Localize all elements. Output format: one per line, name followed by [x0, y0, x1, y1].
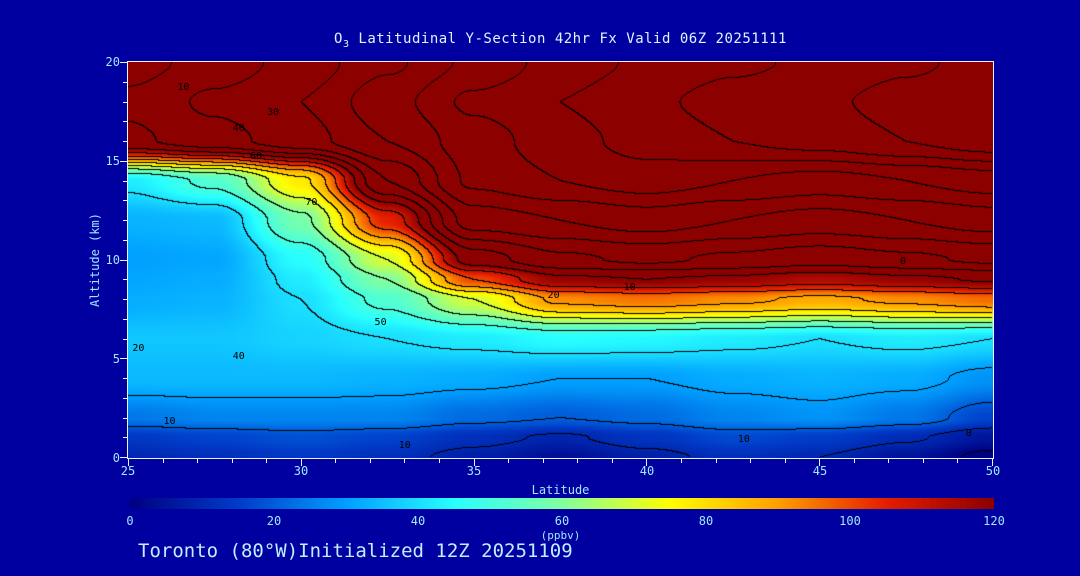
axis-tick — [439, 459, 440, 463]
axis-tick — [819, 459, 820, 466]
axis-tick — [123, 398, 127, 399]
axis-tick — [123, 299, 127, 300]
axis-tick — [543, 459, 544, 463]
colorbar — [130, 498, 994, 509]
colorbar-tick-label: 20 — [266, 514, 282, 528]
axis-tick — [123, 220, 127, 221]
axis-tick — [123, 121, 127, 122]
x-tick-label: 30 — [293, 464, 309, 478]
contour-label: 50 — [374, 317, 387, 329]
contour-label: 40 — [232, 123, 245, 135]
y-tick-label: 5 — [112, 352, 120, 366]
colorbar-tick-label: 0 — [126, 514, 134, 528]
colorbar-units-label: (ppbv) — [540, 529, 581, 542]
axis-tick — [123, 418, 127, 419]
x-tick-label: 45 — [812, 464, 828, 478]
axis-tick — [370, 459, 371, 463]
axis-tick — [716, 459, 717, 463]
axis-tick — [120, 62, 127, 63]
colorbar-tick-label: 100 — [839, 514, 861, 528]
axis-tick — [123, 319, 127, 320]
contour-label: 20 — [132, 343, 145, 355]
axis-tick — [123, 102, 127, 103]
title-species: O — [334, 31, 343, 47]
contour-label: 60 — [249, 151, 263, 163]
contour-label: 30 — [267, 107, 280, 119]
axis-tick — [123, 437, 127, 438]
axis-tick — [120, 457, 127, 458]
contour-label: 0 — [965, 428, 972, 440]
axis-tick — [197, 459, 198, 463]
axis-tick — [888, 459, 889, 463]
colorbar-tick-label: 80 — [698, 514, 714, 528]
axis-tick — [120, 260, 127, 261]
contour-label: 10 — [177, 81, 190, 93]
contour-plot-canvas — [128, 62, 993, 458]
colorbar-tick-label: 60 — [554, 514, 570, 528]
axis-tick — [123, 378, 127, 379]
x-tick-label: 50 — [985, 464, 1001, 478]
y-tick-label: 20 — [105, 55, 120, 69]
contour-label: 10 — [398, 440, 411, 452]
axis-tick — [123, 200, 127, 201]
axis-tick — [785, 459, 786, 463]
contour-label: 10 — [623, 281, 636, 293]
axis-tick — [266, 459, 267, 463]
axis-tick — [474, 459, 475, 466]
contour-label: 10 — [163, 416, 176, 428]
axis-tick — [128, 459, 129, 466]
axis-tick — [646, 459, 647, 466]
colorbar-tick-label: 40 — [410, 514, 426, 528]
contour-label: 10 — [737, 434, 750, 446]
plot-frame: 10 30 40 60 70 50 40 20 10 10 20 10 0 10 0 — [127, 61, 994, 459]
title-species-subscript: 3 — [342, 38, 350, 50]
axis-tick — [123, 279, 127, 280]
axis-tick — [123, 339, 127, 340]
contour-label: 70 — [305, 196, 318, 208]
axis-tick — [123, 141, 127, 142]
y-tick-label: 10 — [105, 253, 120, 267]
axis-tick — [612, 459, 613, 463]
y-tick-label: 15 — [105, 154, 120, 168]
axis-tick — [992, 459, 993, 466]
contour-label: 0 — [900, 255, 907, 267]
axis-tick — [508, 459, 509, 463]
contour-label: 40 — [232, 351, 245, 363]
contour-label: 20 — [547, 289, 560, 301]
axis-tick — [123, 240, 127, 241]
axis-tick — [301, 459, 302, 466]
x-tick-label: 25 — [120, 464, 136, 478]
axis-tick — [923, 459, 924, 463]
title-text: Latitudinal Y-Section 42hr Fx Valid 06Z … — [349, 31, 787, 47]
axis-tick — [123, 181, 127, 182]
axis-tick — [404, 459, 405, 463]
y-tick-label: 0 — [112, 451, 120, 465]
x-tick-label: 35 — [466, 464, 482, 478]
axis-tick — [120, 358, 127, 359]
colorbar-tick-label: 120 — [983, 514, 1005, 528]
axis-tick — [681, 459, 682, 463]
axis-tick — [163, 459, 164, 463]
x-axis-label: Latitude — [531, 483, 590, 497]
axis-tick — [232, 459, 233, 463]
axis-tick — [335, 459, 336, 463]
axis-tick — [123, 82, 127, 83]
axis-tick — [577, 459, 578, 463]
axis-tick — [854, 459, 855, 463]
axis-tick — [957, 459, 958, 463]
chart-title: O3 Latitudinal Y-Section 42hr Fx Valid 0… — [127, 31, 994, 50]
footer-text: Toronto (80°W)Initialized 12Z 20251109 — [138, 540, 573, 562]
axis-tick — [120, 161, 127, 162]
axis-tick — [750, 459, 751, 463]
x-tick-label: 40 — [639, 464, 655, 478]
